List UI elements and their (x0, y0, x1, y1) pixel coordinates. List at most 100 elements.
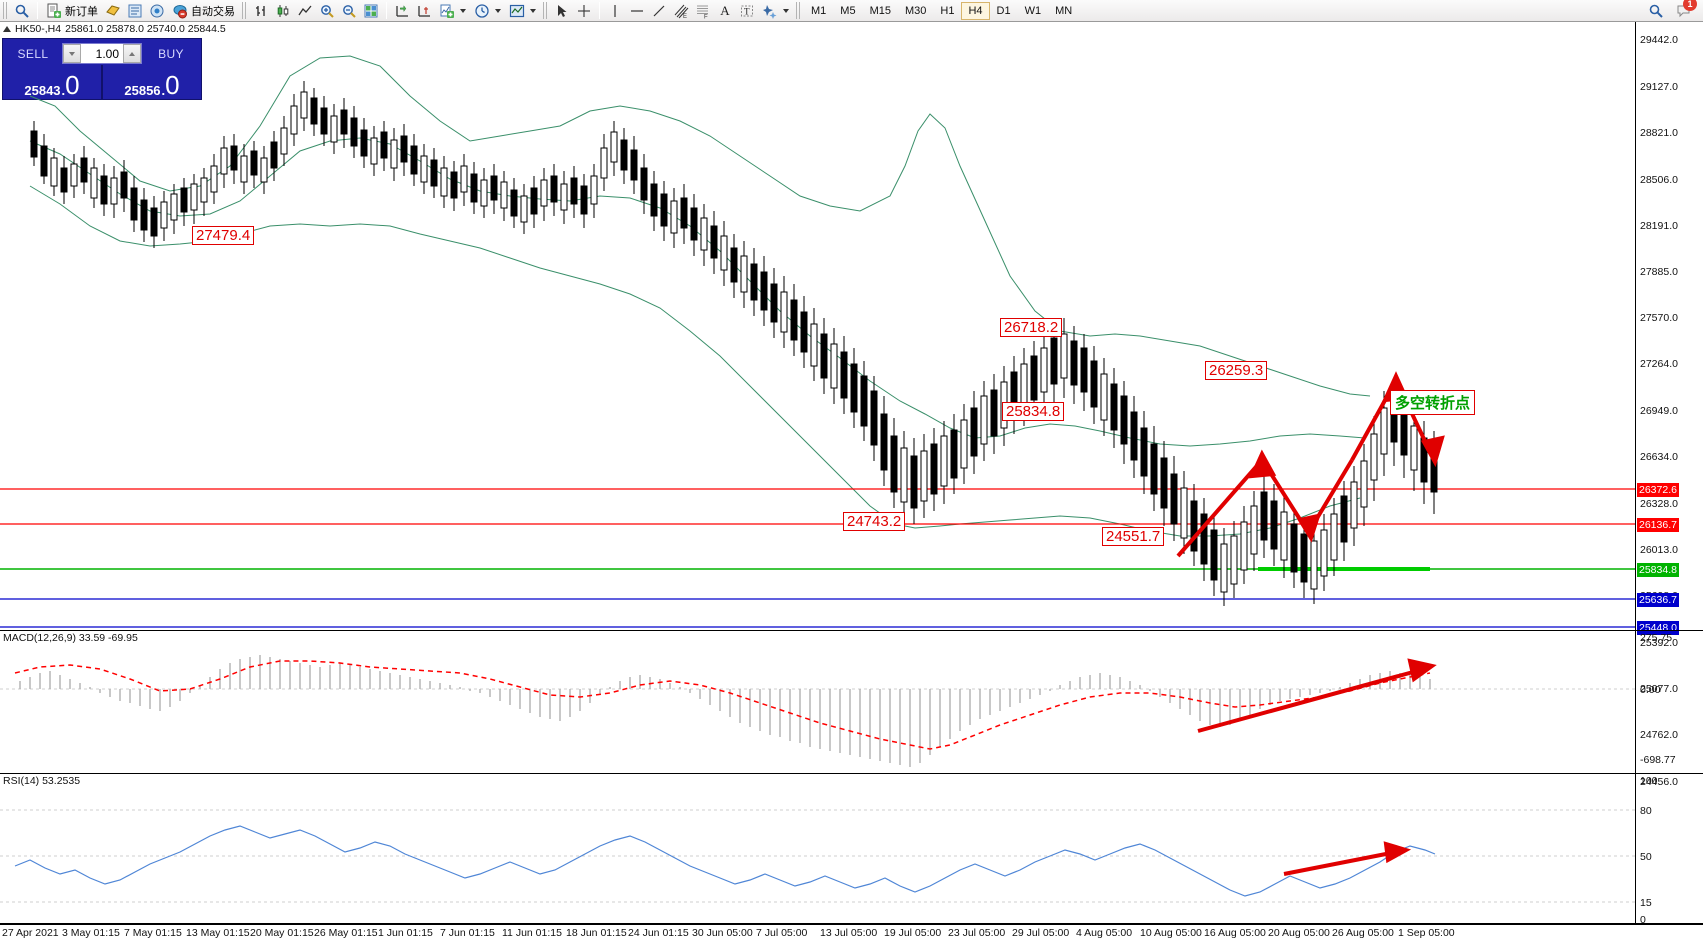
shapes-button[interactable] (758, 1, 793, 21)
rsi-pane[interactable]: RSI(14) 53.2535 (0, 774, 1635, 924)
volume-stepper[interactable]: 1.00 (62, 43, 142, 64)
price-axis[interactable]: 29442.0 29127.0 28821.0 28506.0 28191.0 … (1635, 22, 1703, 788)
ann-turning-point[interactable]: 多空转折点 (1390, 390, 1476, 415)
rsi-tick-label: 15 (1640, 897, 1652, 909)
market-book-icon[interactable] (124, 1, 146, 21)
chevron-down-icon-3[interactable] (530, 8, 536, 13)
buy-button[interactable]: BUY (145, 43, 197, 64)
rsi-label: RSI(14) 53.2535 (3, 775, 81, 787)
templates-button[interactable] (505, 1, 540, 21)
macd-tick-label: -698.77 (1640, 754, 1676, 766)
time-tick-label: 30 Jun 05:00 (692, 927, 753, 939)
autotrading-button[interactable]: 自动交易 (168, 1, 239, 21)
auto-scroll-icon[interactable] (391, 1, 413, 21)
buy-price[interactable]: 25856 . 0 (103, 65, 201, 99)
toolbar-grip-3[interactable] (543, 2, 548, 19)
expert-advisor-icon[interactable] (102, 1, 124, 21)
tile-windows-icon[interactable] (360, 1, 382, 21)
macd-trend-arrow (1197, 658, 1437, 733)
price-tick-label: 27264.0 (1640, 358, 1678, 370)
time-tick-label: 27 Apr 2021 (2, 927, 59, 939)
ann-27479[interactable]: 27479.4 (192, 226, 255, 245)
text-label-icon[interactable]: A (720, 2, 730, 18)
time-tick-label: 4 Aug 05:00 (1076, 927, 1133, 939)
ann-25834[interactable]: 25834.8 (1002, 402, 1065, 421)
price-plot-area[interactable]: 27479.4 26718.2 26259.3 25834.8 24743.2 … (0, 36, 1635, 630)
oct-controls-row: SELL 1.00 BUY (3, 39, 201, 65)
text-object-icon[interactable]: T (736, 1, 758, 21)
vertical-line-icon[interactable] (604, 1, 626, 21)
fibonacci-retracement-icon[interactable]: F (692, 1, 714, 21)
toolbar-grip-4[interactable] (796, 2, 801, 19)
timeframe-m15[interactable]: M15 (869, 4, 891, 17)
rsi-tick-label: 100 (1640, 775, 1658, 787)
trendline-icon[interactable] (648, 1, 670, 21)
timeframe-m5[interactable]: M5 (840, 4, 856, 17)
sell-button[interactable]: SELL (7, 43, 59, 64)
buy-price-main: 25856 (124, 83, 161, 98)
chart-shift-icon[interactable] (413, 1, 435, 21)
horizontal-line-icon[interactable] (626, 1, 648, 21)
volume-input[interactable]: 1.00 (95, 46, 119, 61)
rsi-tick-label: 80 (1640, 805, 1652, 817)
timeframe-m30[interactable]: M30 (904, 4, 927, 17)
bar-chart-icon[interactable] (250, 1, 272, 21)
timeframe-m1[interactable]: M1 (811, 4, 827, 17)
new-order-button[interactable]: 新订单 (42, 1, 102, 21)
chevron-down-icon-2[interactable] (495, 8, 501, 13)
price-tick-label: 25392.0 (1640, 637, 1678, 649)
price-tick-label: 25077.0 (1640, 683, 1678, 695)
chevron-down-icon-4[interactable] (783, 8, 789, 13)
macd-axis[interactable]: 275.75 0.00 -698.77 (1635, 630, 1703, 774)
price-tick-label: 26328.0 (1640, 498, 1678, 510)
zoom-out-icon[interactable] (338, 1, 360, 21)
buy-price-frac: 0 (165, 70, 180, 100)
oct-divider (101, 65, 103, 99)
main-toolbar: 新订单 自动交易 (0, 0, 1703, 22)
time-axis[interactable]: 27 Apr 2021 3 May 01:15 7 May 01:15 13 M… (0, 924, 1703, 942)
price-label-26372: 26372.6 (1637, 483, 1679, 497)
cursor-arrow-icon[interactable] (551, 1, 573, 21)
toolbar-grip-2[interactable] (242, 2, 247, 19)
svg-text:E: E (683, 14, 687, 19)
signals-icon[interactable] (146, 1, 168, 21)
volume-increase-button[interactable] (123, 44, 141, 63)
macd-label: MACD(12,26,9) 33.59 -69.95 (3, 632, 138, 644)
time-tick-label: 13 Jul 05:00 (820, 927, 878, 939)
time-tick-label: 24 Jun 01:15 (628, 927, 689, 939)
search-magnifier-icon[interactable] (11, 1, 33, 21)
timeframe-mn[interactable]: MN (1055, 4, 1073, 17)
macd-pane[interactable]: MACD(12,26,9) 33.59 -69.95 (0, 630, 1635, 774)
macd-tick-label: 275.75 (1640, 632, 1673, 644)
toolbar-separator-4 (599, 2, 600, 19)
candlestick-chart-icon[interactable] (272, 1, 294, 21)
chevron-down-icon[interactable] (460, 8, 466, 13)
period-clock-button[interactable] (470, 1, 505, 21)
rsi-axis[interactable]: 100 80 50 15 0 (1635, 774, 1703, 926)
time-tick-label: 29 Jul 05:00 (1012, 927, 1070, 939)
timeframe-h1[interactable]: H1 (940, 4, 955, 17)
zoom-in-icon[interactable] (316, 1, 338, 21)
crosshair-icon[interactable] (573, 1, 595, 21)
price-label-25636: 25636.7 (1637, 593, 1679, 607)
indicators-button[interactable] (435, 1, 470, 21)
time-tick-label: 26 May 01:15 (314, 927, 378, 939)
notification-icon[interactable]: 1 (1673, 0, 1697, 21)
equidistant-channel-icon[interactable]: E (670, 1, 692, 21)
price-tick-label: 26634.0 (1640, 451, 1678, 463)
new-order-label: 新订单 (65, 5, 98, 18)
ann-26718[interactable]: 26718.2 (1000, 318, 1063, 337)
line-chart-icon[interactable] (294, 1, 316, 21)
ann-24551[interactable]: 24551.7 (1102, 527, 1165, 546)
ann-24743[interactable]: 24743.2 (843, 512, 906, 531)
price-tick-label: 28191.0 (1640, 220, 1678, 232)
volume-decrease-button[interactable] (63, 44, 81, 63)
ann-26259[interactable]: 26259.3 (1205, 361, 1268, 380)
timeframe-w1[interactable]: W1 (1024, 4, 1042, 17)
timeframe-d1[interactable]: D1 (996, 4, 1011, 17)
sell-price[interactable]: 25843 . 0 (3, 65, 101, 99)
toolbar-grip[interactable] (3, 2, 8, 19)
search-icon[interactable] (1645, 1, 1667, 21)
timeframe-h4[interactable]: H4 (961, 1, 990, 20)
one-click-trading-panel[interactable]: SELL 1.00 BUY 25843 . 0 25856 . 0 (2, 38, 202, 100)
